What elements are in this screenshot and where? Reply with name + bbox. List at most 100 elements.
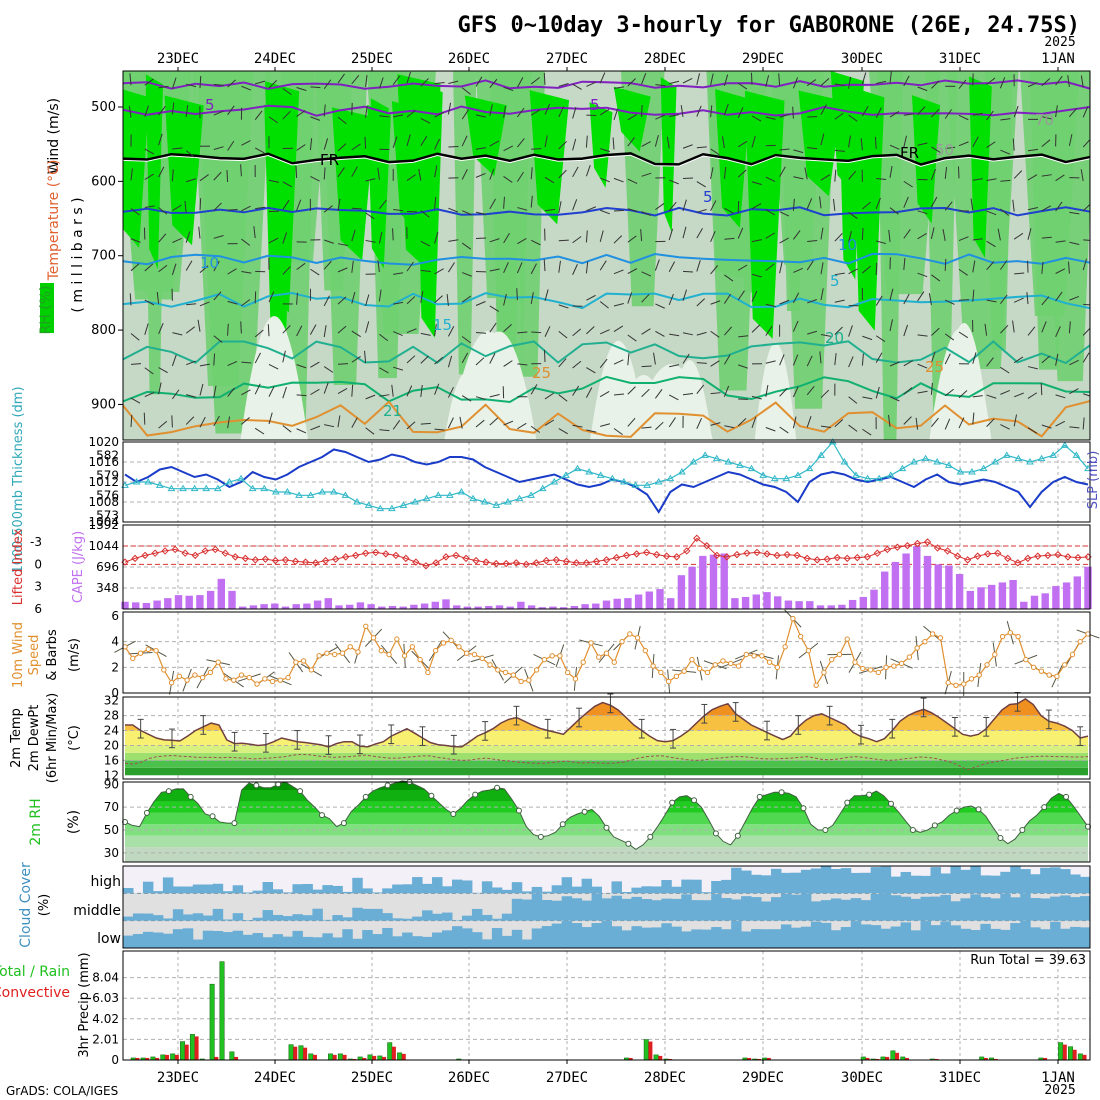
wind10-point xyxy=(231,677,237,683)
cloud-bar xyxy=(312,937,323,948)
rh2m-point xyxy=(494,784,501,791)
wind-barb xyxy=(296,325,303,337)
cloud-bar xyxy=(930,867,941,894)
cape-bar xyxy=(827,605,835,609)
wind-barb xyxy=(393,301,404,305)
wind-barb xyxy=(323,138,329,150)
upper-pressure-label: ( m i l l i b a r s ) xyxy=(70,197,86,312)
wind-barb xyxy=(213,110,224,116)
wind-barb xyxy=(337,363,349,365)
wind-barb xyxy=(544,392,555,400)
precip-frame xyxy=(122,950,1091,1061)
wind-barb xyxy=(1055,394,1066,399)
wind-barb xyxy=(158,233,167,243)
wind-barb xyxy=(834,233,843,242)
thickness-point xyxy=(643,481,651,488)
wind-barb xyxy=(377,260,380,273)
wind-barb xyxy=(1069,359,1079,366)
wind-barb xyxy=(820,262,824,275)
rh2m-point xyxy=(187,793,194,800)
wind-barb xyxy=(779,148,790,151)
wind10-point xyxy=(495,667,501,673)
cloud-bar xyxy=(222,932,234,948)
date-label-bottom: 25DEC xyxy=(351,1070,393,1086)
wind-barb xyxy=(668,417,676,428)
wind-barb xyxy=(820,227,824,240)
contour-label: 10 xyxy=(200,254,219,272)
wind-barb xyxy=(1055,268,1066,274)
li-point xyxy=(492,559,500,568)
wind-barb xyxy=(1000,208,1010,216)
date-label-bottom: 30DEC xyxy=(841,1070,883,1086)
wind10-point xyxy=(471,651,478,658)
thickness-point xyxy=(886,471,895,478)
cape-bar xyxy=(688,566,696,609)
wind-barb xyxy=(572,199,578,211)
wind-barb xyxy=(612,137,615,150)
li-point xyxy=(412,558,420,566)
cloud-bar xyxy=(202,915,214,921)
cloud-bar xyxy=(641,927,652,948)
wind-barb xyxy=(1027,82,1038,88)
wind-barb xyxy=(669,364,680,368)
wind-barb xyxy=(378,77,384,89)
temp2m-tick-label: 16 xyxy=(104,753,119,767)
wind-barb xyxy=(903,324,909,337)
wind-barb xyxy=(930,168,936,181)
date-label-top: 31DEC xyxy=(939,51,981,67)
wind-barb xyxy=(819,351,822,364)
wind-barb xyxy=(875,386,880,399)
wind10-point xyxy=(860,665,866,672)
cloud-bar xyxy=(481,939,493,948)
wind-barb xyxy=(655,421,664,430)
temp2m-tick-label: 32 xyxy=(104,694,119,708)
minmax-label: (6hr Min/Max) xyxy=(45,693,60,783)
wind-barb xyxy=(1013,232,1024,240)
wind-barb xyxy=(1027,207,1038,211)
cloud-bar xyxy=(302,883,313,894)
cloud-bar xyxy=(800,869,812,894)
wind-barb xyxy=(420,269,431,272)
li-point xyxy=(602,556,611,564)
contour-label: 5 xyxy=(830,272,840,290)
cloud-bar xyxy=(123,935,134,948)
cloud-bar xyxy=(132,913,144,921)
wind-barb xyxy=(958,299,970,301)
wind-barb xyxy=(241,271,252,274)
wind-barb xyxy=(213,291,222,301)
wind-barb xyxy=(627,268,638,274)
wind-barb xyxy=(185,416,195,425)
thickness-point xyxy=(283,488,292,495)
wind-barb xyxy=(903,75,910,87)
precip-total-bar xyxy=(643,1039,649,1061)
wind-barb xyxy=(1012,138,1015,151)
wind-barb xyxy=(158,367,168,374)
wind-barb xyxy=(378,289,382,302)
wind-barb xyxy=(268,412,273,425)
wind10-point xyxy=(611,659,617,665)
precip-total-bar xyxy=(219,961,225,1061)
wind-barb xyxy=(406,174,416,181)
wind-barb xyxy=(130,414,133,427)
wind10-point xyxy=(199,674,206,681)
wind-barb xyxy=(944,299,955,305)
wind-barb xyxy=(804,167,808,180)
cloud-bar xyxy=(302,936,313,948)
wind-barb xyxy=(1013,297,1024,303)
wind-barb xyxy=(351,143,361,151)
thickness-point xyxy=(1049,451,1058,458)
wind-barb xyxy=(765,427,776,432)
cloud-bar xyxy=(232,913,244,921)
cloud-bar xyxy=(372,934,383,948)
li-point xyxy=(713,551,721,560)
wind10-point xyxy=(665,678,672,685)
thickness-point xyxy=(817,451,826,458)
wind-barb xyxy=(129,293,132,306)
wind-barb xyxy=(310,388,320,396)
wind10-point xyxy=(324,650,330,656)
wind-barb xyxy=(392,75,401,85)
cape-bar xyxy=(559,607,568,609)
cloud-bar xyxy=(780,893,792,921)
wind-barb xyxy=(888,229,891,242)
wind-barb xyxy=(323,79,332,90)
